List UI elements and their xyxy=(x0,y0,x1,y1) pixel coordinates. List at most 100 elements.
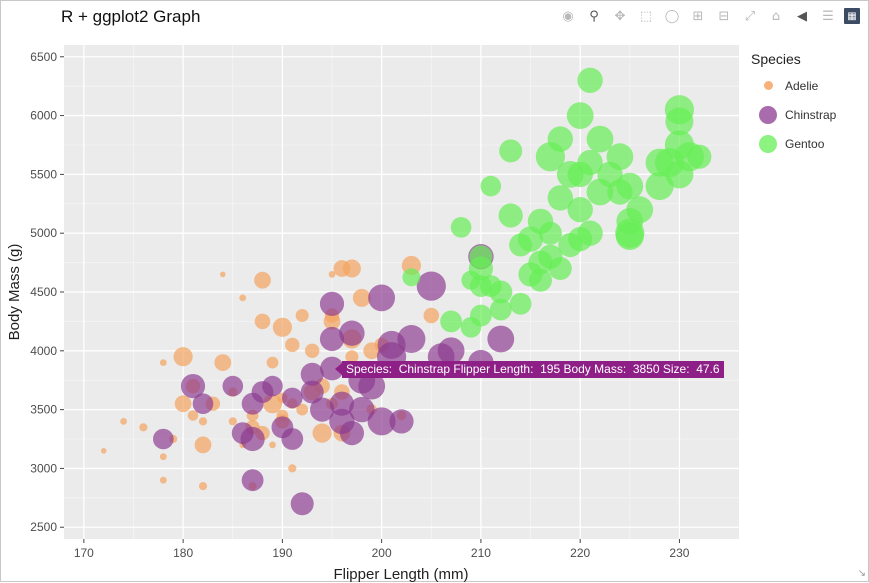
data-point[interactable] xyxy=(367,407,396,436)
autoscale-icon[interactable]: ⤢ xyxy=(744,8,756,24)
data-point[interactable] xyxy=(333,260,351,277)
data-point[interactable] xyxy=(228,417,237,426)
data-point[interactable] xyxy=(159,476,167,484)
series-gentoo[interactable] xyxy=(402,67,712,338)
data-point[interactable] xyxy=(312,423,332,443)
data-point[interactable] xyxy=(402,268,421,287)
box-select-icon[interactable]: ⬚ xyxy=(639,8,653,24)
data-point[interactable] xyxy=(529,268,552,292)
data-point[interactable] xyxy=(535,142,566,172)
data-point[interactable] xyxy=(266,356,279,369)
data-point[interactable] xyxy=(606,143,634,171)
data-point[interactable] xyxy=(664,95,695,125)
reset-axes-icon[interactable]: ⌂ xyxy=(771,8,781,24)
data-point[interactable] xyxy=(288,464,297,473)
hover-closest-icon[interactable]: ◀ xyxy=(797,8,807,24)
data-point[interactable] xyxy=(192,393,214,415)
data-point[interactable] xyxy=(339,320,365,346)
data-point[interactable] xyxy=(626,196,654,224)
data-points[interactable] xyxy=(100,67,712,516)
data-point[interactable] xyxy=(586,125,614,153)
data-point[interactable] xyxy=(305,343,320,358)
data-point[interactable] xyxy=(487,325,515,353)
zoom-out-icon[interactable]: ⊟ xyxy=(718,8,730,24)
data-point[interactable] xyxy=(615,218,645,248)
data-point[interactable] xyxy=(450,217,472,238)
data-point[interactable] xyxy=(328,271,336,278)
data-point[interactable] xyxy=(159,359,167,366)
data-point[interactable] xyxy=(139,423,148,432)
data-point[interactable] xyxy=(577,67,603,94)
data-point[interactable] xyxy=(358,372,386,400)
data-point[interactable] xyxy=(194,436,212,454)
data-point[interactable] xyxy=(397,325,426,353)
data-point[interactable] xyxy=(295,309,309,322)
legend-item-chinstrap[interactable]: Chinstrap xyxy=(751,100,866,129)
data-point[interactable] xyxy=(577,149,603,176)
data-point[interactable] xyxy=(480,175,502,197)
data-point[interactable] xyxy=(300,380,324,404)
data-point[interactable] xyxy=(254,313,271,330)
data-point[interactable] xyxy=(198,482,208,491)
lasso-icon[interactable]: ◯ xyxy=(664,8,680,24)
data-point[interactable] xyxy=(339,421,364,446)
data-point[interactable] xyxy=(423,307,440,324)
data-point[interactable] xyxy=(290,492,314,516)
data-point[interactable] xyxy=(577,220,603,246)
data-point[interactable] xyxy=(282,387,303,409)
data-point[interactable] xyxy=(254,271,271,289)
resize-handle-icon[interactable]: ↘ xyxy=(857,568,866,579)
data-point[interactable] xyxy=(319,326,345,352)
data-point[interactable] xyxy=(100,448,107,454)
data-point[interactable] xyxy=(180,374,206,399)
data-point[interactable] xyxy=(174,395,192,413)
data-point[interactable] xyxy=(300,362,324,386)
data-point[interactable] xyxy=(329,391,354,416)
data-point[interactable] xyxy=(173,347,193,367)
data-point[interactable] xyxy=(616,172,644,200)
data-point[interactable] xyxy=(538,221,562,245)
data-point[interactable] xyxy=(349,396,375,423)
data-point[interactable] xyxy=(345,350,359,364)
data-point[interactable] xyxy=(498,203,523,228)
pan-icon[interactable]: ✥ xyxy=(614,8,626,24)
plotly-logo-icon[interactable]: ▦ xyxy=(844,8,860,24)
data-point[interactable] xyxy=(352,288,371,307)
data-point[interactable] xyxy=(262,375,283,397)
data-point[interactable] xyxy=(269,441,276,449)
data-point[interactable] xyxy=(509,292,532,315)
camera-icon[interactable]: ◉ xyxy=(562,8,574,24)
series-chinstrap[interactable] xyxy=(153,244,515,516)
data-point[interactable] xyxy=(319,291,345,316)
data-point[interactable] xyxy=(687,144,712,169)
data-point[interactable] xyxy=(159,453,167,461)
data-point[interactable] xyxy=(296,403,309,416)
zoom-icon[interactable]: ⚲ xyxy=(589,8,599,24)
data-point[interactable] xyxy=(499,139,523,163)
data-point[interactable] xyxy=(368,284,395,312)
hover-compare-icon[interactable]: ☰ xyxy=(822,8,834,24)
data-point[interactable] xyxy=(240,426,265,452)
data-point[interactable] xyxy=(153,428,174,450)
zoom-in-icon[interactable]: ⊞ xyxy=(692,8,704,24)
data-point[interactable] xyxy=(489,298,512,321)
data-point[interactable] xyxy=(489,280,513,304)
data-point[interactable] xyxy=(120,418,127,425)
data-point[interactable] xyxy=(214,354,232,371)
data-point[interactable] xyxy=(440,310,462,333)
data-point[interactable] xyxy=(548,257,572,280)
data-point[interactable] xyxy=(547,185,573,211)
legend-item-adelie[interactable]: Adelie xyxy=(751,71,866,100)
legend-item-gentoo[interactable]: Gentoo xyxy=(751,129,866,158)
data-point[interactable] xyxy=(416,271,446,301)
data-point[interactable] xyxy=(239,294,247,302)
data-point[interactable] xyxy=(567,197,593,223)
data-point[interactable] xyxy=(310,397,335,422)
data-point[interactable] xyxy=(389,409,414,434)
data-point[interactable] xyxy=(241,469,264,492)
data-point[interactable] xyxy=(437,337,465,365)
data-point[interactable] xyxy=(281,428,304,450)
data-point[interactable] xyxy=(285,337,300,353)
data-point[interactable] xyxy=(272,317,292,337)
